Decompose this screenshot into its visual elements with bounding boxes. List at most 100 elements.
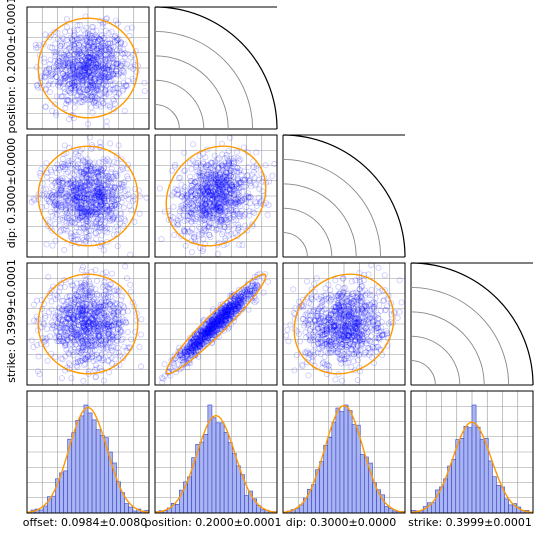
scatter-point [95,74,102,81]
scatter-point [67,233,74,240]
scatter-point [79,80,86,87]
scatter-point [108,50,115,57]
scatter-point [102,172,109,179]
scatter-point [111,34,118,41]
scatter-point [59,55,66,62]
scatter-point [111,59,118,66]
scatter-point [131,218,138,225]
scatter-point [71,96,78,103]
scatter-point [76,88,83,95]
scatter-point [81,71,88,78]
scatter-point [85,186,92,193]
scatter-point [74,49,81,56]
scatter-point [56,57,63,64]
scatter-point [116,47,123,54]
scatter-point [101,196,108,203]
scatter-point [55,63,62,70]
scatter-point [89,72,96,79]
scatter-point [65,161,72,168]
scatter-point [118,39,125,46]
scatter-point [114,47,121,54]
scatter-point [75,42,82,49]
scatter-point [76,65,83,72]
scatter-point [97,51,104,58]
scatter-point [71,104,78,111]
scatter-point [64,60,71,67]
scatter-point [90,82,97,89]
scatter-point [101,198,108,205]
scatter-point [78,44,85,51]
scatter-point [87,178,94,185]
scatter-point [78,35,85,42]
scatter-point [53,74,60,81]
scatter-point [83,234,90,241]
scatter-point [68,76,75,83]
scatter-point [82,159,89,166]
scatter-point [102,94,109,101]
scatter-point [127,281,134,288]
scatter-point [211,152,218,159]
scatter-point [89,27,96,34]
scatter-point [81,41,88,48]
scatter-point [79,174,86,181]
scatter-point [67,179,74,186]
scatter-point [92,75,99,82]
scatter-point [71,82,78,89]
scatter-point [100,68,107,75]
scatter-point [83,209,90,216]
scatter-point [83,71,90,78]
scatter-point [127,64,134,71]
scatter-point [102,63,109,70]
scatter-point [80,45,87,52]
scatter-point [117,62,124,69]
scatter-point [117,69,124,76]
scatter-point [89,64,96,71]
scatter-point [62,74,69,81]
scatter-point [93,210,100,217]
scatter-point [57,187,64,194]
scatter-point [113,172,120,179]
scatter-point [88,60,95,67]
scatter-point [71,79,78,86]
scatter-point [77,194,84,201]
scatter-point [58,53,65,60]
scatter-point [110,231,117,238]
scatter-point [92,220,99,227]
scatter-point [99,97,106,104]
scatter-point [106,55,113,62]
scatter-point [79,74,86,81]
scatter-point [58,186,65,193]
scatter-point [90,38,97,45]
scatter-point [66,44,73,51]
scatter-point [113,93,120,100]
scatter-point [93,94,100,101]
scatter-point [89,81,96,88]
scatter-point [91,159,98,166]
scatter-point [101,193,108,200]
scatter-point [69,185,76,192]
scatter-point [80,53,87,60]
scatter-point [63,56,70,63]
scatter-point [61,246,68,253]
scatter-point [58,65,65,72]
scatter-point [61,164,68,171]
scatter-point [63,170,70,177]
scatter-point [71,73,78,80]
scatter-point [90,209,97,216]
scatter-point [85,54,92,61]
scatter-point [71,87,78,94]
scatter-point [80,217,87,224]
scatter-point [96,188,103,195]
scatter-point [124,161,131,168]
scatter-point [108,67,115,74]
scatter-point [91,35,98,42]
scatter-point [80,46,87,53]
scatter-point [71,83,78,90]
scatter-point [93,65,100,72]
scatter-point [49,192,56,199]
scatter-point [114,72,121,79]
scatter-point [88,184,95,191]
scatter-point [115,41,122,48]
scatter-point [46,89,53,96]
scatter-point [96,175,103,182]
